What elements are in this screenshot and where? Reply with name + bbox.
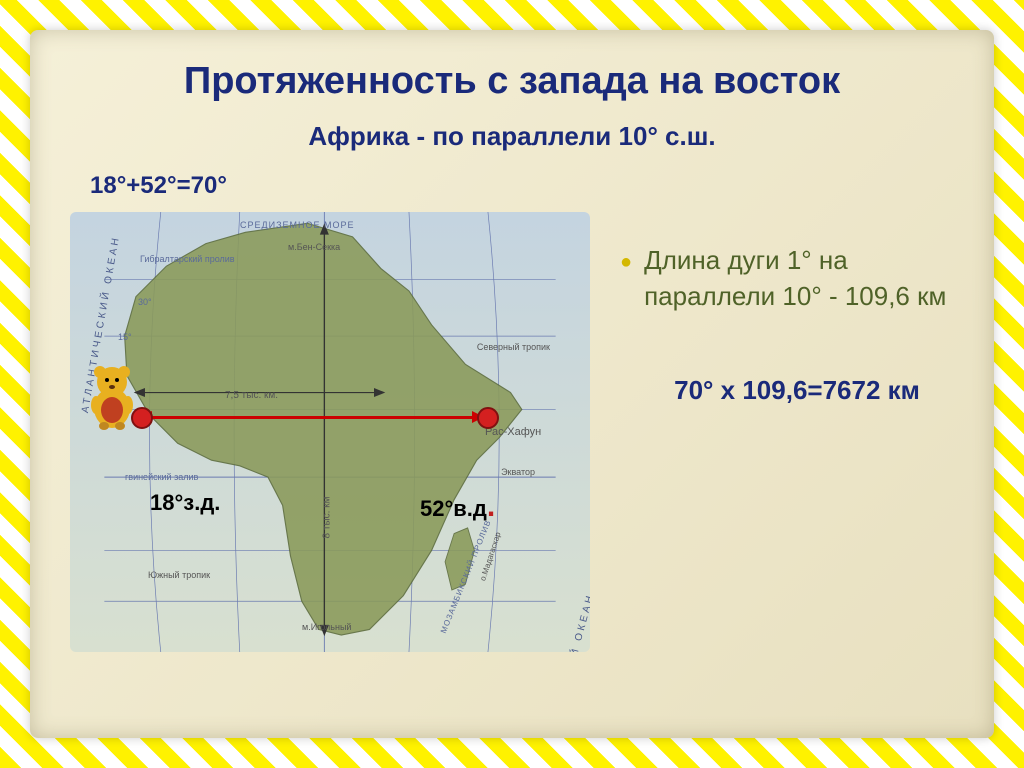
label-equator: Экватор [501, 467, 535, 477]
label-dist-ew: 7,5 тыс. км. [225, 390, 278, 401]
map-container: АТЛАНТИЧЕСКИЙ ОКЕАН ИНДИЙСКИЙ ОКЕАН СРЕД… [70, 212, 590, 652]
coord-east-text: 52°в.д [420, 496, 487, 521]
bullet-icon: ● [620, 242, 632, 315]
label-dist-ns: 8 тыс. км [321, 497, 332, 539]
dot-east [477, 407, 499, 429]
slide-title: Протяженность с запада на восток [70, 60, 954, 103]
label-tropic-s: Южный тропик [148, 570, 210, 580]
calculation-text: 70° х 109,6=7672 км [640, 375, 954, 406]
label-igolny: м.Игольный [302, 622, 351, 632]
label-ras-hafun: Рас-Хафун [485, 426, 541, 438]
label-guinea: гвинейский залив [125, 472, 198, 482]
left-column: АТЛАНТИЧЕСКИЙ ОКЕАН ИНДИЙСКИЙ ОКЕАН СРЕД… [70, 212, 590, 652]
slide: Протяженность с запада на восток Африка … [30, 30, 994, 738]
label-tropic-n: Северный тропик [477, 342, 550, 352]
coord-east: 52°в.д. [420, 490, 495, 524]
label-gibraltar: Гибралтарский пролив [140, 254, 235, 264]
pooh-icon [82, 360, 142, 430]
bullet-text: Длина дуги 1° на параллели 10° - 109,6 к… [644, 242, 954, 315]
right-column: ● Длина дуги 1° на параллели 10° - 109,6… [620, 212, 954, 652]
bullet-item: ● Длина дуги 1° на параллели 10° - 109,6… [620, 242, 954, 315]
extent-arrow [142, 416, 482, 419]
equation-text: 18°+52°=70° [90, 172, 954, 200]
label-ben-sekka: м.Бен-Секка [288, 242, 340, 252]
coord-east-period: . [487, 490, 495, 523]
content-row: АТЛАНТИЧЕСКИЙ ОКЕАН ИНДИЙСКИЙ ОКЕАН СРЕД… [70, 212, 954, 652]
coord-west: 18°з.д. [150, 490, 220, 516]
label-mediterranean: СРЕДИЗЕМНОЕ МОРЕ [240, 220, 355, 230]
slide-subtitle: Африка - по параллели 10° с.ш. [70, 121, 954, 152]
